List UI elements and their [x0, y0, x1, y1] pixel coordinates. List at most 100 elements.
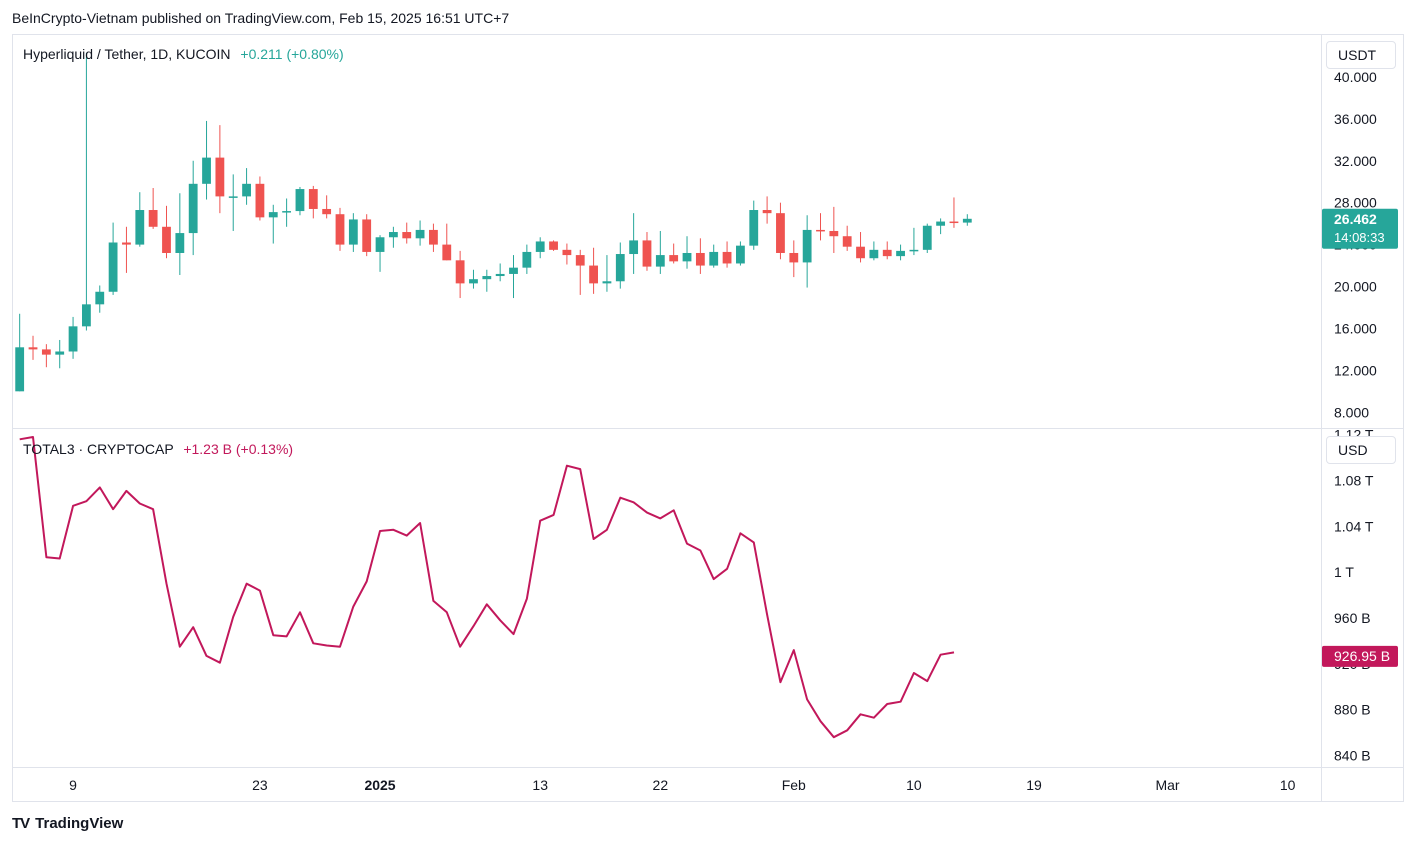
candle-body [842, 236, 852, 247]
candle-body [82, 304, 91, 327]
total3-series-line [19, 436, 955, 739]
candle-body [95, 291, 105, 305]
bottom-y-tick-label: 880 B [1334, 702, 1371, 718]
bottom-y-tick-label: 1.08 T [1334, 473, 1374, 489]
top-pane-symbol[interactable]: Hyperliquid / Tether, 1D, KUCOIN [23, 46, 231, 62]
top-y-tick-label: 40.000 [1334, 69, 1377, 85]
candle-body [655, 255, 665, 267]
candle-body [522, 251, 532, 268]
candle-body [308, 189, 318, 209]
x-tick-label: Feb [782, 777, 806, 793]
x-tick-label: 13 [532, 777, 548, 793]
candle-body [388, 232, 398, 238]
candle-body [602, 281, 612, 284]
x-tick-label: Mar [1155, 777, 1179, 793]
top-y-tick-label: 20.000 [1334, 279, 1377, 295]
candle-body [295, 189, 305, 212]
bottom-y-tick-label: 1 T [1334, 564, 1354, 580]
candle-body [188, 183, 198, 234]
tradingview-logo[interactable]: TV TradingView [12, 815, 123, 832]
candle-body [535, 241, 545, 252]
candle-body [202, 157, 211, 184]
bottom-pane-change: +1.23 B (+0.13%) [183, 441, 294, 457]
top-y-tick-label: 32.000 [1334, 153, 1377, 169]
candle-body [148, 210, 158, 227]
candle-body [362, 219, 372, 252]
tradingview-logo-icon: TV [12, 815, 30, 832]
candle-body [922, 225, 932, 250]
candle-body [629, 240, 639, 255]
candle-body [762, 210, 772, 214]
candle-body [15, 347, 25, 392]
candle-body [135, 210, 145, 245]
candle-body [175, 233, 185, 253]
candle-body [495, 273, 505, 277]
x-tick-label: 22 [653, 777, 669, 793]
candle-body [962, 218, 972, 223]
candle-body [442, 244, 452, 261]
top-pane-legend: Hyperliquid / Tether, 1D, KUCOIN +0.211 … [23, 46, 344, 62]
candle-body [882, 249, 892, 257]
candle-body [255, 183, 265, 218]
candle-body [816, 229, 825, 232]
bottom-pane-symbol[interactable]: TOTAL3 · CRYPTOCAP [23, 441, 174, 457]
x-tick-label: 10 [1280, 777, 1296, 793]
candle-body [122, 242, 131, 245]
candle-body [709, 251, 719, 266]
candle-body [736, 245, 745, 264]
top-y-tick-label: 8.000 [1334, 404, 1369, 420]
last-price-badge [1322, 208, 1398, 249]
candle-body [909, 249, 919, 252]
candle-body [68, 326, 78, 352]
candle-body [949, 221, 959, 224]
candle-body [469, 279, 478, 284]
bottom-pane-legend: TOTAL3 · CRYPTOCAP +1.23 B (+0.13%) [23, 441, 293, 457]
candle-body [869, 249, 879, 259]
top-pane-currency-button[interactable]: USDT [1326, 41, 1396, 69]
candle-body [776, 213, 785, 253]
x-tick-label: 19 [1026, 777, 1042, 793]
last-value-label: 926.95 B [1334, 648, 1390, 664]
candle-body [642, 240, 652, 267]
x-tick-label: 9 [69, 777, 77, 793]
candle-body [375, 237, 385, 252]
x-tick-label: 2025 [364, 777, 395, 793]
candle-body [562, 249, 572, 256]
last-price-label: 26.462 [1334, 211, 1377, 227]
candle-body [896, 250, 905, 257]
candle-body [215, 157, 225, 197]
publisher-caption: BeInCrypto-Vietnam published on TradingV… [12, 10, 510, 26]
bottom-y-tick-label: 840 B [1334, 748, 1371, 764]
candle-body [268, 212, 278, 218]
bottom-y-tick-label: 1.04 T [1334, 518, 1374, 534]
candle-body [322, 208, 332, 215]
candle-body [55, 351, 65, 355]
candle-body [829, 230, 839, 237]
candle-body [402, 232, 412, 239]
candle-body [242, 183, 251, 197]
candle-body [509, 267, 518, 274]
candle-body [482, 276, 492, 280]
candle-body [749, 210, 759, 246]
bottom-pane-currency-button[interactable]: USD [1326, 436, 1396, 464]
candle-body [856, 246, 865, 259]
candle-body [455, 260, 465, 284]
candle-body [695, 252, 705, 266]
candle-body [589, 265, 598, 284]
x-tick-label: 10 [906, 777, 922, 793]
candle-body [348, 219, 358, 245]
candle-body [41, 349, 51, 355]
candle-body [28, 347, 38, 350]
x-tick-label: 23 [252, 777, 268, 793]
bottom-y-tick-label: 960 B [1334, 610, 1371, 626]
candle-body [789, 252, 799, 263]
candle-body [282, 211, 292, 213]
candle-body [415, 229, 425, 239]
top-y-tick-label: 16.000 [1334, 320, 1377, 336]
candle-body [615, 254, 625, 282]
candle-body [549, 241, 558, 250]
tradingview-logo-text: TradingView [35, 815, 124, 832]
candle-body [335, 214, 345, 245]
candle-body [429, 229, 438, 245]
